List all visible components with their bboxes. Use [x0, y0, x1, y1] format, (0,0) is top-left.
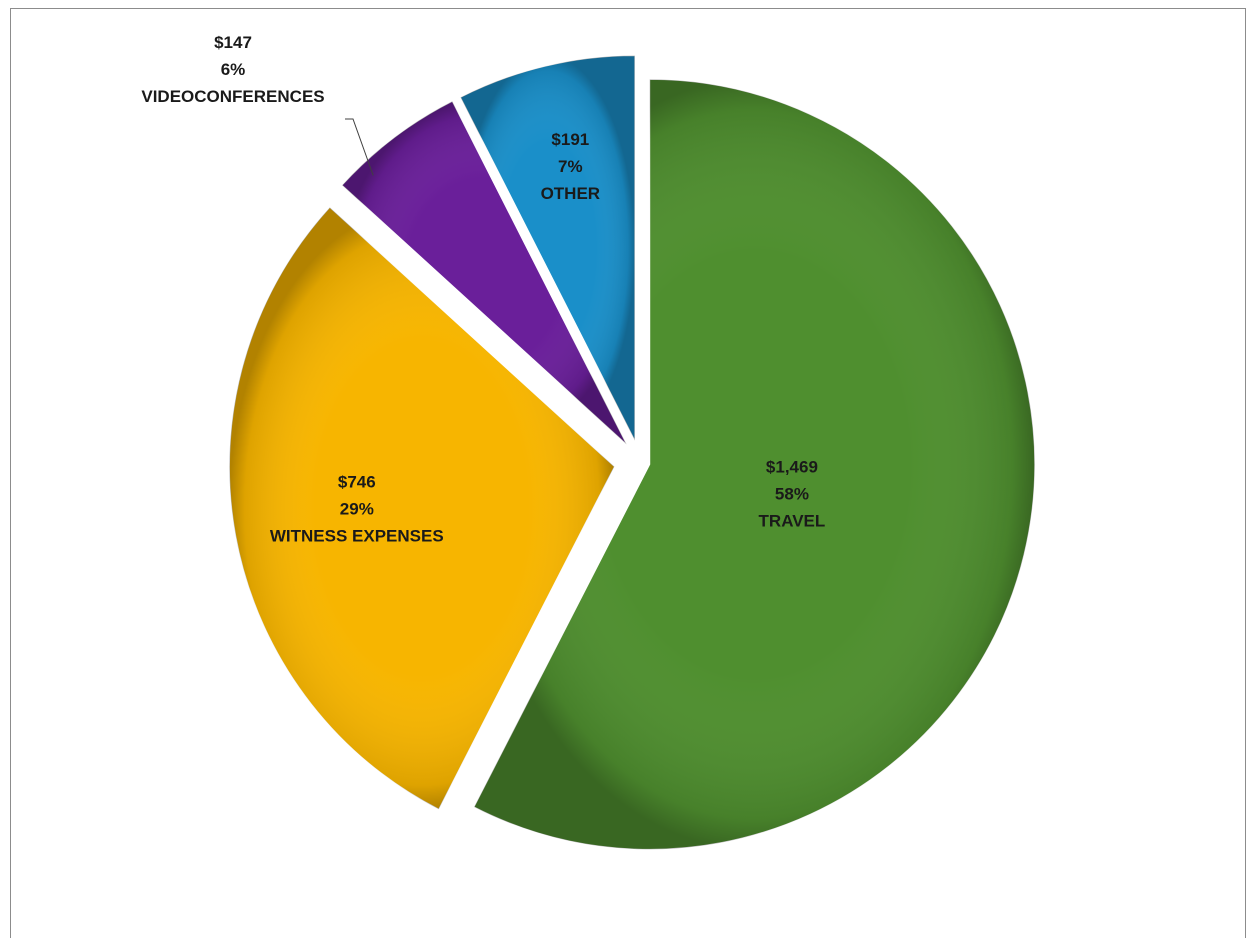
- pie-slices: [228, 55, 1036, 850]
- data-label-value-other: $191: [551, 130, 589, 149]
- data-label-percent-other: 7%: [558, 157, 583, 176]
- data-label-category-witness-expenses: WITNESS EXPENSES: [270, 526, 444, 545]
- data-label-percent-videoconferences: 6%: [221, 60, 246, 79]
- data-label-value-videoconferences: $147: [214, 33, 252, 52]
- data-label-category-videoconferences: VIDEOCONFERENCES: [141, 87, 324, 106]
- chart-frame: [10, 8, 1246, 938]
- data-label-value-witness-expenses: $746: [338, 472, 376, 491]
- data-label-value-travel: $1,469: [766, 458, 818, 477]
- data-label-percent-travel: 58%: [775, 485, 809, 504]
- data-label-category-other: OTHER: [541, 184, 601, 203]
- data-label-percent-witness-expenses: 29%: [340, 499, 374, 518]
- leader-line-videoconferences: [345, 118, 374, 176]
- pie-labels: $1,469 58% TRAVEL $746 29% WITNESS EXPENSES $1…: [141, 33, 825, 545]
- data-label-category-travel: TRAVEL: [759, 512, 826, 531]
